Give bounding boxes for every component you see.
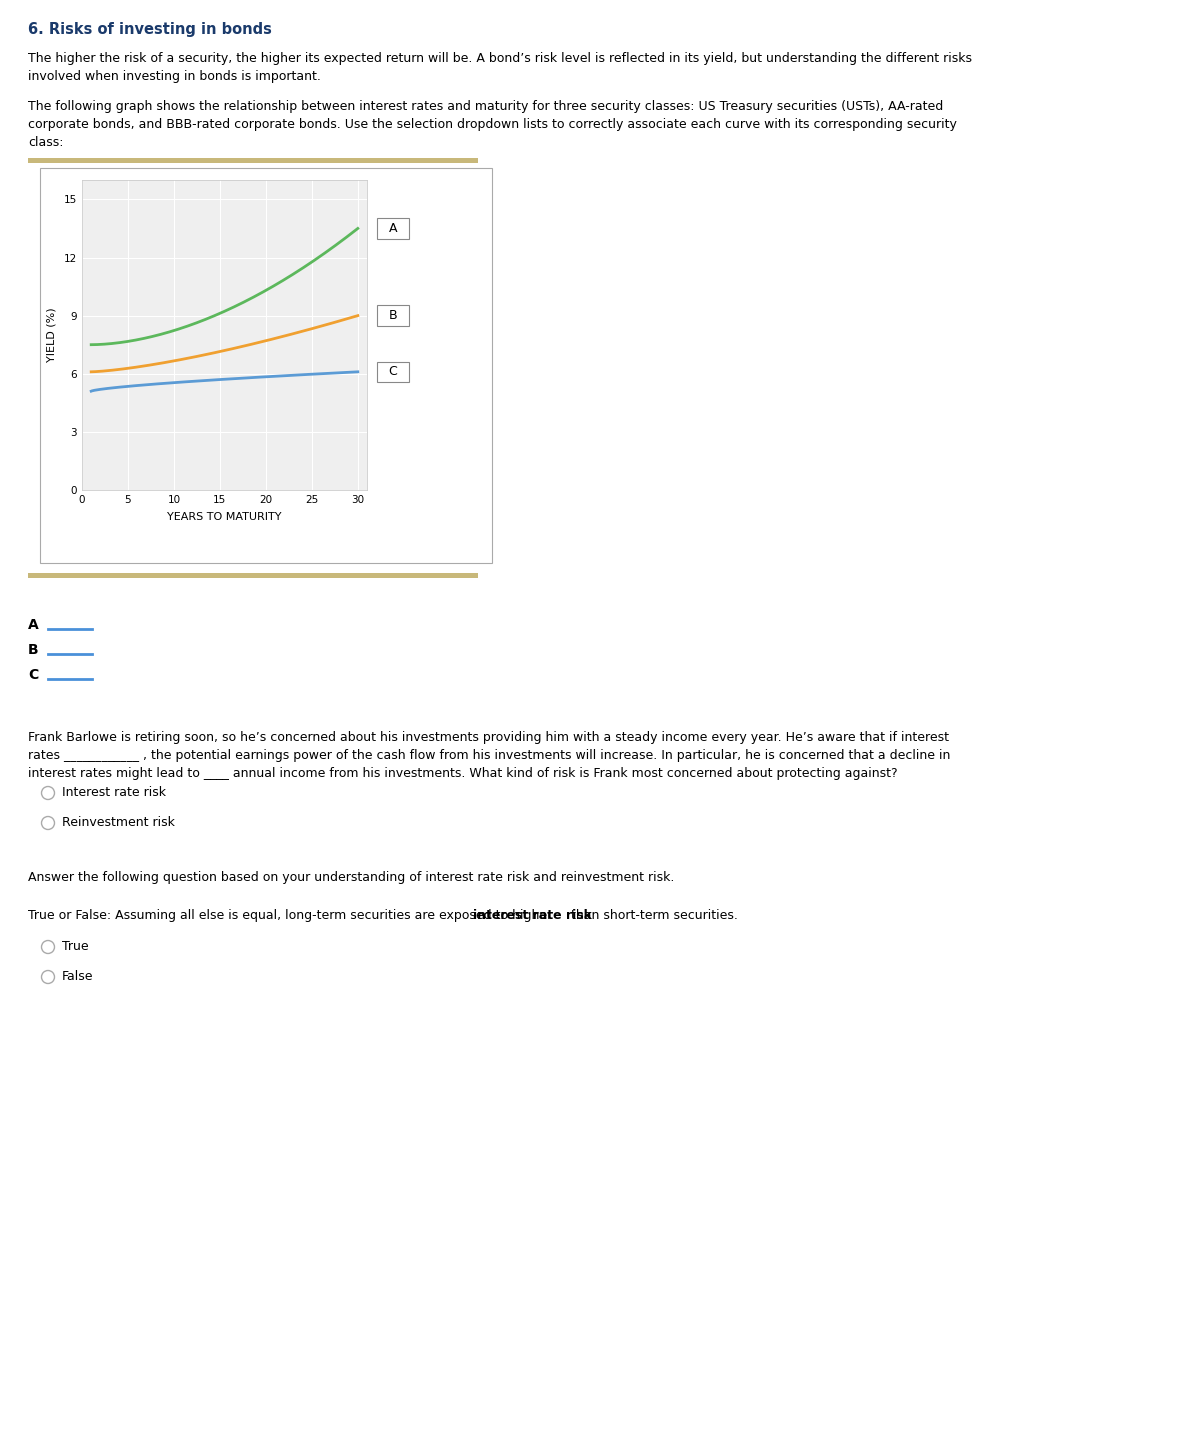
Text: rates ____________ , the potential earnings power of the cash flow from his inve: rates ____________ , the potential earni… <box>28 750 950 763</box>
Bar <box>28 573 478 578</box>
Text: Answer the following question based on your understanding of interest rate risk : Answer the following question based on y… <box>28 871 674 884</box>
Text: class:: class: <box>28 137 64 150</box>
Text: than short-term securities.: than short-term securities. <box>566 909 738 922</box>
Text: The higher the risk of a security, the higher its expected return will be. A bon: The higher the risk of a security, the h… <box>28 52 972 65</box>
X-axis label: YEARS TO MATURITY: YEARS TO MATURITY <box>167 512 282 522</box>
Text: The following graph shows the relationship between interest rates and maturity f: The following graph shows the relationsh… <box>28 99 943 114</box>
Text: B: B <box>28 643 38 658</box>
Text: corporate bonds, and BBB-rated corporate bonds. Use the selection dropdown lists: corporate bonds, and BBB-rated corporate… <box>28 118 956 131</box>
Bar <box>28 158 478 163</box>
Text: C: C <box>380 366 406 378</box>
Bar <box>40 168 492 563</box>
Text: involved when investing in bonds is important.: involved when investing in bonds is impo… <box>28 71 320 83</box>
Text: True or False: Assuming all else is equal, long-term securities are exposed to h: True or False: Assuming all else is equa… <box>28 909 557 922</box>
Text: True: True <box>62 940 89 953</box>
Text: Reinvestment risk: Reinvestment risk <box>62 816 175 829</box>
Text: interest rate risk: interest rate risk <box>474 909 593 922</box>
Text: Interest rate risk: Interest rate risk <box>62 786 166 799</box>
Text: Frank Barlowe is retiring soon, so he’s concerned about his investments providin: Frank Barlowe is retiring soon, so he’s … <box>28 731 949 744</box>
Text: interest rates might lead to ____ annual income from his investments. What kind : interest rates might lead to ____ annual… <box>28 767 898 780</box>
Text: A: A <box>28 617 38 632</box>
Text: A: A <box>380 222 406 235</box>
Text: C: C <box>28 668 38 682</box>
Y-axis label: YIELD (%): YIELD (%) <box>47 308 56 363</box>
Text: B: B <box>380 309 406 322</box>
Text: 6. Risks of investing in bonds: 6. Risks of investing in bonds <box>28 22 272 37</box>
Text: False: False <box>62 970 94 983</box>
